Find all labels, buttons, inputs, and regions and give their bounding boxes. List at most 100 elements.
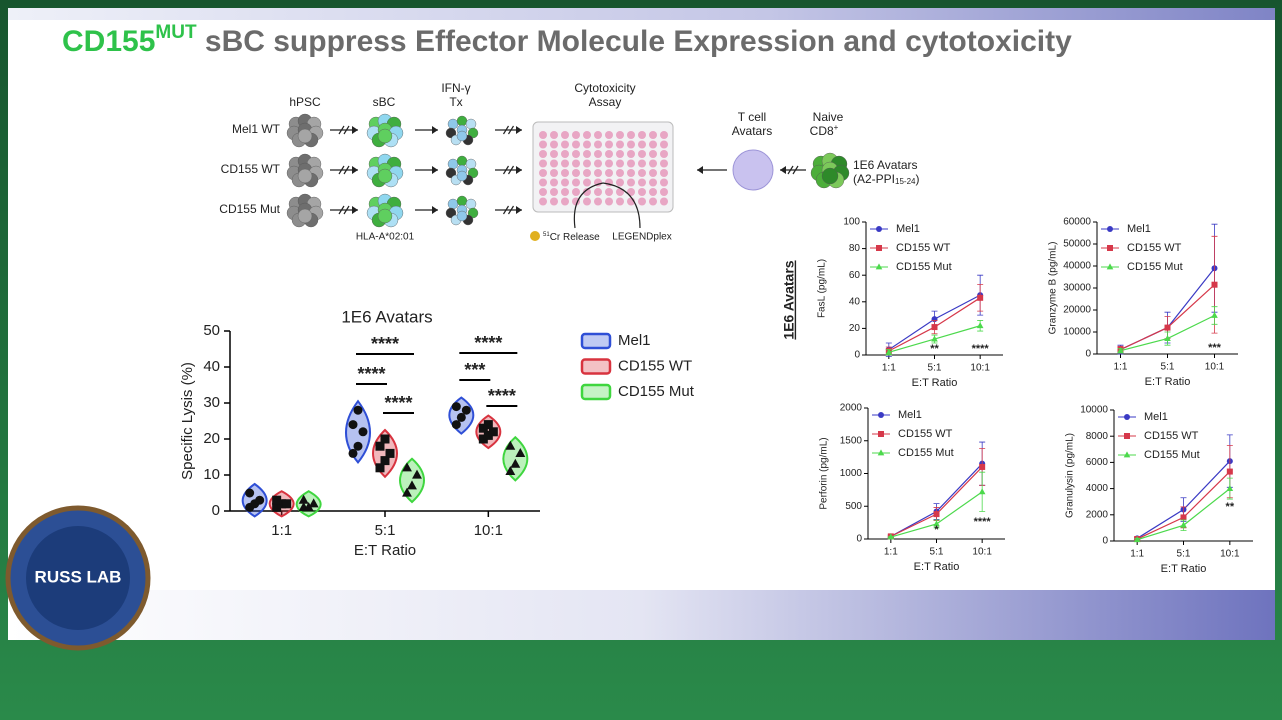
point — [282, 499, 292, 509]
cell — [456, 115, 468, 127]
y-tick-label: 2000 — [840, 403, 863, 414]
point — [385, 448, 395, 458]
well — [583, 150, 591, 158]
y-tick-label: 0 — [1085, 349, 1091, 360]
legend-marker — [875, 263, 883, 270]
point — [348, 420, 358, 430]
point — [1164, 324, 1171, 331]
point — [353, 405, 363, 415]
cell — [456, 130, 468, 142]
point — [412, 469, 422, 479]
x-tick-label: 10:1 — [474, 522, 503, 539]
slide-title: CD155MUT sBC suppress Effector Molecule … — [62, 22, 1072, 58]
point — [451, 420, 461, 430]
x-tick-label: 10:1 — [1220, 549, 1240, 560]
sig-label: **** — [371, 334, 399, 354]
well — [550, 178, 558, 187]
arrow-head — [516, 166, 522, 174]
well — [627, 159, 635, 168]
well — [561, 159, 569, 168]
legend-label: CD155 Mut — [618, 383, 695, 400]
well — [638, 178, 646, 187]
x-tick-label: 1:1 — [1114, 362, 1128, 373]
label: sBC — [373, 95, 396, 109]
legend-swatch — [580, 332, 612, 350]
logo-text: RUSS LAB — [35, 567, 122, 586]
well — [649, 159, 657, 168]
well — [616, 131, 624, 139]
well — [550, 131, 558, 139]
sup: 51 — [543, 232, 550, 238]
label: LEGENDplex — [612, 232, 671, 243]
legend-label: Mel1 — [1144, 411, 1168, 423]
well — [561, 150, 569, 158]
legend-label: CD155 Mut — [1144, 449, 1200, 461]
x-axis-label: E:T Ratio — [914, 561, 960, 573]
well — [583, 169, 591, 177]
y-tick-label: 100 — [843, 217, 860, 228]
point — [245, 488, 255, 498]
y-tick-label: 80 — [849, 243, 861, 254]
y-tick-label: 40000 — [1063, 261, 1091, 272]
sig-label: * — [934, 524, 939, 536]
y-tick-label: 4000 — [1086, 483, 1109, 494]
y-tick-label: 0 — [1102, 536, 1108, 547]
y-tick-label: 10 — [203, 466, 220, 483]
cell — [465, 198, 477, 210]
well — [572, 159, 580, 168]
point — [976, 322, 984, 329]
well — [660, 188, 668, 196]
point — [933, 511, 940, 518]
label: CD8+ — [810, 123, 839, 138]
well — [539, 159, 547, 168]
text: ) — [915, 172, 919, 186]
point — [272, 502, 282, 512]
sup: + — [834, 123, 839, 132]
point — [505, 440, 516, 450]
arrow-break — [787, 165, 799, 175]
point — [353, 441, 363, 451]
label: Tx — [449, 95, 462, 109]
well — [638, 159, 646, 168]
well — [583, 140, 591, 149]
well — [649, 150, 657, 158]
legend-marker — [1123, 451, 1131, 458]
legend-label: CD155 WT — [618, 357, 692, 374]
well — [638, 140, 646, 149]
well — [638, 131, 646, 139]
sig-label: **** — [972, 343, 990, 355]
bottom-band — [8, 590, 1275, 640]
point — [358, 427, 368, 437]
well — [649, 140, 657, 149]
well — [660, 159, 668, 168]
well — [649, 131, 657, 139]
cell — [447, 118, 459, 130]
well — [605, 131, 613, 139]
point — [510, 458, 521, 468]
well — [539, 150, 547, 158]
well — [583, 131, 591, 139]
well — [660, 197, 668, 206]
chart-title: 1E6 Avatars — [341, 307, 432, 326]
x-axis-label: E:T Ratio — [1145, 376, 1191, 388]
well — [594, 188, 602, 196]
side-label: 1E6 Avatars — [781, 260, 797, 339]
point — [1226, 468, 1233, 475]
point — [1226, 485, 1234, 491]
x-tick-label: 1:1 — [1130, 549, 1144, 560]
well — [561, 197, 569, 206]
well — [616, 159, 624, 168]
cell — [447, 198, 459, 210]
cell — [456, 155, 468, 167]
legend-marker — [878, 412, 884, 418]
legend-label: CD155 Mut — [898, 447, 954, 459]
legend-marker — [876, 226, 882, 232]
well — [539, 188, 547, 196]
legend-label: CD155 WT — [896, 242, 951, 254]
legend-swatch — [580, 358, 612, 375]
point — [255, 495, 265, 505]
cell — [456, 170, 468, 182]
logo: RUSS LAB — [5, 505, 151, 651]
well — [539, 197, 547, 206]
point — [380, 456, 390, 466]
